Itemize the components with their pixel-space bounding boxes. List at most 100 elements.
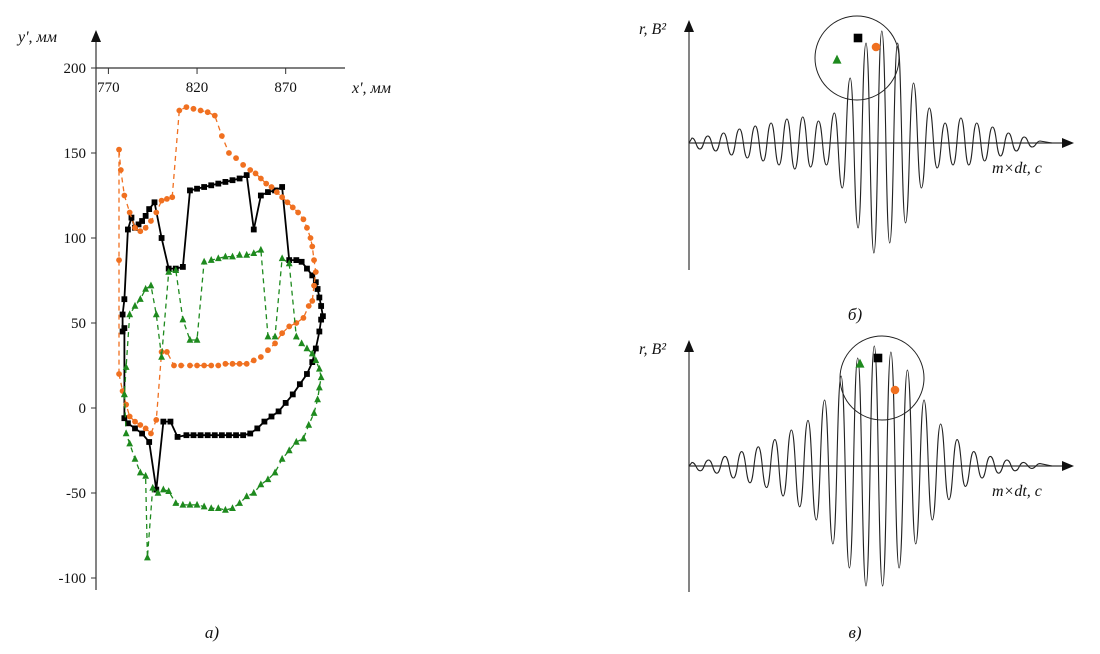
panel-a-data-point	[187, 187, 193, 194]
panel-a-data-point	[315, 383, 323, 391]
panel-a-data-point	[298, 258, 305, 265]
panel-a-data-point	[178, 362, 184, 369]
panel-a-data-point	[243, 492, 251, 500]
panel-a-data-point	[312, 345, 319, 352]
panel-a-data-point	[144, 553, 151, 561]
panel-a-data-point	[286, 323, 293, 330]
panel-a-data-point	[171, 362, 177, 369]
panel-a-data-point	[132, 425, 138, 432]
panel-a-data-point	[158, 352, 165, 360]
panel-a-data-point	[142, 284, 150, 292]
panel-a-data-point	[121, 415, 128, 422]
panel-a-data-point	[309, 272, 316, 279]
panel-a-data-point	[222, 252, 229, 260]
panel-a-data-point	[279, 194, 286, 201]
panel-a-data-point	[137, 228, 144, 235]
panel-a-data-point	[120, 390, 128, 398]
panel-a-data-point	[153, 417, 160, 423]
panel-a-data-point	[142, 425, 149, 432]
panel-a-data-point	[250, 357, 257, 364]
panel-a-data-point	[272, 340, 278, 347]
panel-a-data-point	[247, 167, 254, 173]
panel-a-data-point	[193, 500, 201, 508]
panel-a-data-point	[167, 418, 174, 425]
panel-c-x-arrow	[1062, 461, 1074, 471]
panel-a-data-point	[204, 432, 211, 439]
panel-a-data-point	[261, 418, 268, 425]
panel-a-x-tick-label: 870	[274, 80, 297, 96]
panel-a-data-point	[305, 303, 312, 309]
panel-a-data-point	[183, 432, 190, 439]
panel-a-data-point	[257, 354, 264, 360]
panel-a-data-point	[136, 468, 144, 476]
panel-a-data-point	[318, 303, 325, 309]
panel-a-data-point	[278, 454, 286, 462]
panel-a-data-point	[214, 254, 222, 262]
panel-a-data-point	[146, 206, 153, 212]
panel-a-data-point	[308, 349, 316, 357]
panel-a-data-point	[229, 252, 236, 260]
panel-a-data-point	[279, 330, 286, 337]
panel-a-data-point	[125, 420, 131, 427]
panel-a-data-point	[208, 182, 215, 189]
panel-a-data-point	[201, 184, 208, 190]
panel-a-data-point	[264, 332, 272, 340]
panel-a-data-point	[309, 243, 316, 250]
panel-a-data-point	[126, 413, 133, 420]
panel-a-data-point	[311, 257, 317, 263]
panel-a-data-point	[117, 167, 124, 173]
panel-a-data-point	[226, 432, 232, 439]
panel-a-data-point	[147, 281, 155, 289]
panel-a-data-point	[151, 199, 158, 206]
panel-a-data-point	[307, 235, 314, 241]
panel-a-data-point	[207, 504, 215, 512]
panel-a-data-point	[285, 259, 293, 267]
panel-a-data-point	[264, 475, 272, 483]
panel-b-y-arrow	[684, 20, 694, 32]
panel-a-data-point	[190, 432, 197, 439]
panel-a-data-point	[142, 224, 149, 231]
panel-a-x-ticks: 770 820 870	[97, 68, 297, 96]
panel-a-data-point	[142, 213, 149, 219]
panel-b-correlation-line	[688, 30, 1053, 254]
panel-a-data-point	[126, 209, 133, 216]
panel-a-data-point	[257, 192, 264, 199]
panel-a-data-point	[311, 282, 317, 289]
panel-a-x-label: x', мм	[351, 80, 391, 97]
panel-a-data-point	[265, 347, 271, 354]
panel-a-data-point	[122, 429, 130, 437]
panel-a-data-point	[190, 105, 197, 112]
panel-a-data-point	[179, 500, 187, 508]
panel-c-correlation-line	[688, 345, 1053, 587]
panel-a-data-point	[125, 226, 131, 233]
panel-a-data-point	[193, 335, 201, 343]
panel-a-data-point	[183, 104, 190, 110]
panel-a-data-point	[293, 257, 300, 263]
panel-a-data-point	[207, 256, 215, 263]
panel-a-data-point	[131, 454, 139, 462]
panel-a-data-point	[121, 192, 128, 199]
panel-a-x-tick-label: 770	[97, 80, 120, 96]
panel-a-data-point	[194, 362, 200, 369]
panel-a-data-point	[263, 180, 270, 187]
panel-a-data-point	[119, 328, 126, 335]
panel-a-data-point	[119, 311, 126, 318]
panel-a-data-point	[179, 264, 186, 270]
panel-a-data-point	[250, 226, 257, 233]
panel-a-data-point	[149, 483, 157, 491]
panel-a-data-point	[292, 437, 300, 445]
panel-a-data-point	[214, 504, 222, 512]
panel-a-y-tick-label: 150	[64, 146, 87, 162]
panel-a-data-point	[128, 214, 135, 221]
panel-a-data-point	[208, 362, 215, 369]
panel-a-series-line	[118, 106, 317, 435]
panel-a-data-point	[257, 175, 264, 182]
panel-a-data-point	[252, 170, 259, 177]
panel-c-correlation-chart: r, В² m×dt, с	[639, 335, 1074, 592]
panel-a-data-point	[222, 179, 229, 185]
panel-a-data-point	[201, 362, 208, 369]
panel-a-data-point	[179, 315, 187, 323]
panel-a-data-point	[132, 418, 138, 425]
panel-b-peak-marker-circle	[871, 42, 881, 52]
panel-c-peak-marker-triangle	[855, 358, 865, 368]
